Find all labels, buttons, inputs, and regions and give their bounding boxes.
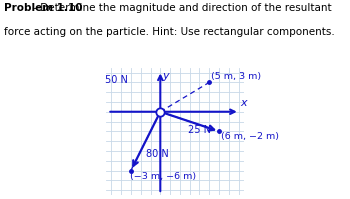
Text: y: y — [162, 71, 169, 81]
Text: 80 N: 80 N — [146, 149, 168, 159]
Text: Problem 1.10: Problem 1.10 — [4, 3, 83, 13]
Text: (5 m, 3 m): (5 m, 3 m) — [211, 72, 261, 81]
Text: 50 N: 50 N — [105, 75, 128, 85]
Text: 25 N: 25 N — [188, 125, 211, 136]
Text: (−3 m, −6 m): (−3 m, −6 m) — [130, 173, 196, 181]
Text: - Determine the magnitude and direction of the resultant: - Determine the magnitude and direction … — [30, 3, 332, 13]
Text: force acting on the particle. Hint: Use rectangular components.: force acting on the particle. Hint: Use … — [4, 27, 335, 37]
Text: x: x — [240, 98, 247, 108]
Text: (6 m, −2 m): (6 m, −2 m) — [220, 132, 279, 141]
